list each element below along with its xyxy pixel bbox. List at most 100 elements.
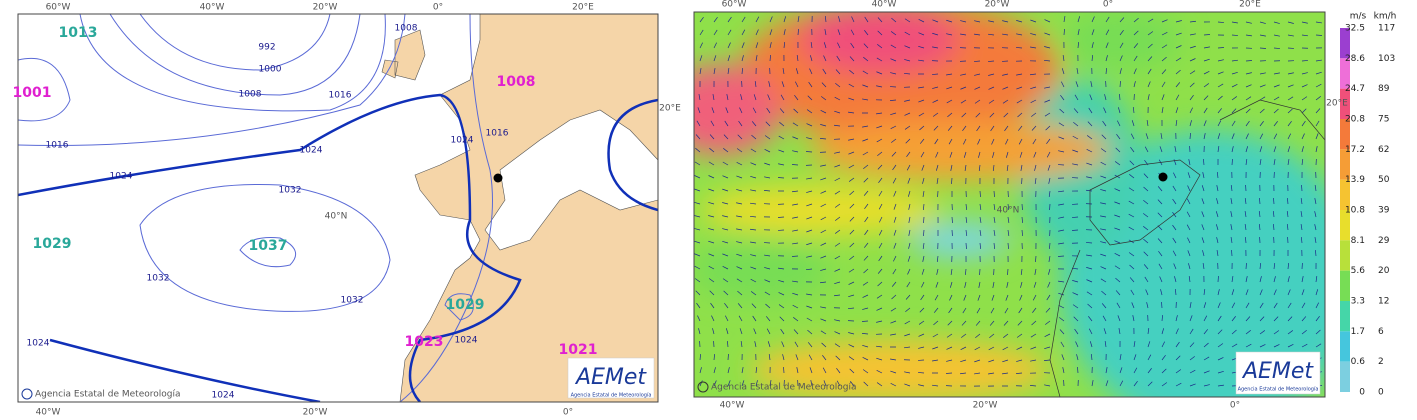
wind-arrow [1143, 238, 1149, 244]
wind-arrow [1020, 268, 1023, 275]
wind-arrow [724, 120, 729, 127]
wind-arrow [1203, 329, 1209, 335]
wind-arrow [1019, 151, 1023, 158]
wind-arrow [722, 175, 729, 179]
wind-arrow [778, 149, 785, 153]
wind-arrow [862, 151, 869, 156]
wind-arrow [1119, 42, 1124, 49]
wind-arrow [807, 329, 813, 335]
wind-arrow [890, 72, 897, 75]
wind-arrow [708, 240, 715, 244]
wind-arrow [1133, 43, 1139, 49]
wind-arrow [1017, 320, 1023, 326]
wind-arrow [1004, 125, 1009, 132]
wind-arrow [932, 32, 939, 36]
wind-arrow [1301, 289, 1305, 296]
wind-arrow [1315, 133, 1319, 140]
wind-arrow [965, 229, 968, 236]
wind-arrow [918, 32, 925, 36]
wind-arrow [848, 332, 855, 335]
wind-arrow [878, 229, 883, 236]
wind-arrow [987, 60, 995, 62]
wind-arrow [1045, 125, 1051, 131]
wind-arrow [1091, 54, 1094, 62]
wind-arrow [834, 110, 841, 114]
wind-arrow [892, 164, 897, 171]
wind-arrow [810, 380, 813, 387]
wind-arrow [708, 161, 715, 166]
wind-arrow [708, 201, 715, 205]
wind-arrow [1245, 146, 1248, 153]
wind-arrow [848, 151, 855, 155]
wind-arrow [1245, 289, 1249, 296]
wind-arrow [918, 99, 925, 103]
legend-ms: 0 [1359, 388, 1365, 398]
wind-arrow [777, 216, 785, 218]
wind-arrow [750, 189, 757, 192]
wind-arrow [988, 99, 995, 104]
wind-arrow [751, 303, 757, 309]
legend-kmh: 89 [1378, 84, 1390, 94]
wind-arrow [708, 175, 715, 179]
wind-arrow [1132, 315, 1135, 322]
wind-arrow [918, 384, 925, 387]
wind-arrow [1202, 250, 1205, 257]
wind-arrow [1114, 188, 1121, 192]
legend-kmh: 6 [1378, 327, 1384, 337]
wind-arrow [1174, 276, 1177, 283]
wind-arrow [876, 382, 883, 387]
wind-arrow [1189, 302, 1192, 309]
wind-arrow [1030, 359, 1037, 362]
wind-arrow [1030, 73, 1037, 76]
wind-arrow [1245, 72, 1252, 75]
wind-arrow [1102, 120, 1107, 127]
lon-label: 20°W [985, 0, 1010, 10]
lon-label: 20°W [303, 408, 328, 418]
wind-arrow [1287, 316, 1293, 322]
wind-arrow [764, 267, 771, 270]
wind-arrow [1314, 198, 1317, 205]
wind-arrow [1105, 42, 1109, 49]
wind-arrow [1063, 28, 1065, 36]
wind-arrow [1016, 359, 1023, 362]
wind-arrow [834, 242, 841, 247]
wind-arrow [778, 292, 785, 296]
wind-arrow [806, 190, 813, 193]
wind-arrow [879, 216, 883, 223]
wind-arrow [964, 281, 967, 288]
colorbar-segment [1340, 361, 1350, 392]
wind-arrow [722, 265, 729, 270]
wind-arrow [834, 203, 841, 208]
wind-arrow [864, 16, 869, 23]
wind-arrow [1058, 229, 1065, 232]
wind-arrow [934, 138, 939, 145]
wind-arrow [1046, 294, 1051, 301]
wind-arrow [1146, 302, 1149, 309]
wind-arrow [822, 355, 827, 361]
wind-arrow [1189, 58, 1196, 62]
wind-arrow [1048, 255, 1051, 262]
wind-arrow [1202, 172, 1205, 179]
wind-arrow [697, 107, 701, 114]
wind-arrow [1032, 294, 1037, 301]
wind-arrow [904, 31, 911, 36]
wind-arrow [904, 383, 911, 387]
wind-arrow [864, 242, 869, 248]
wind-arrow [1117, 315, 1121, 322]
wind-arrow [727, 42, 731, 49]
wind-arrow [696, 120, 701, 127]
wind-arrow [935, 151, 939, 158]
legend-ms: 32.5 [1345, 24, 1365, 34]
wind-arrow [1216, 237, 1219, 244]
wind-arrow [951, 177, 953, 185]
wind-arrow [1203, 370, 1210, 374]
wind-arrow [1114, 265, 1121, 270]
wind-arrow [794, 341, 799, 348]
wind-arrow [978, 164, 981, 171]
wind-arrow [1058, 242, 1065, 245]
pressure-map [18, 14, 658, 402]
wind-arrow [876, 294, 883, 299]
wind-arrow [713, 29, 718, 36]
wind-arrow [764, 135, 771, 140]
wind-arrow [891, 294, 897, 300]
